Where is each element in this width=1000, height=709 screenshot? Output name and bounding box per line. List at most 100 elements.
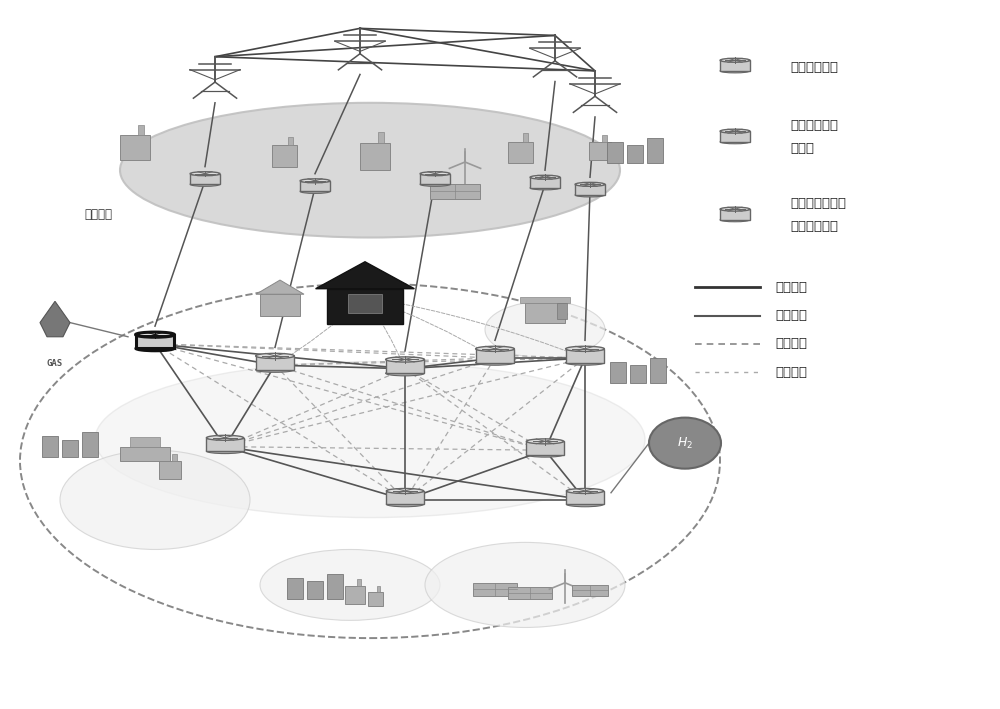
Text: 交流母线: 交流母线 [775,281,807,294]
Text: GAS: GAS [47,359,63,369]
Ellipse shape [476,346,514,352]
Bar [82,432,98,457]
Ellipse shape [575,182,605,186]
Ellipse shape [566,346,604,352]
Bar [307,581,323,599]
Polygon shape [40,301,70,337]
Bar [627,145,643,163]
Bar [602,135,607,142]
Text: 入的能量路由: 入的能量路由 [790,220,838,233]
Ellipse shape [190,182,220,186]
Bar [130,437,160,447]
Text: 能路由: 能路由 [790,142,814,155]
Ellipse shape [136,332,174,337]
Text: 交直流混合电: 交直流混合电 [790,119,838,132]
Bar [136,335,174,348]
Ellipse shape [720,69,750,73]
Text: 热水母线: 热水母线 [775,366,807,379]
Text: 直流电能路由: 直流电能路由 [790,61,838,74]
Circle shape [649,418,721,469]
Bar [720,209,750,220]
Bar [525,303,565,323]
Bar [508,142,533,163]
Ellipse shape [575,193,605,197]
Bar [120,135,150,160]
Ellipse shape [300,179,330,183]
Polygon shape [256,280,304,294]
Bar [650,358,666,383]
Bar [520,297,570,303]
Bar [327,289,403,324]
Bar [159,461,181,479]
Ellipse shape [60,450,250,549]
Text: 多种能源形式接: 多种能源形式接 [790,197,846,210]
Bar [430,184,480,199]
Ellipse shape [720,129,750,133]
Bar [345,586,365,604]
Bar [530,177,560,188]
Bar [138,125,144,135]
Bar [120,447,170,461]
Ellipse shape [420,172,450,176]
Bar [589,142,611,160]
Bar [566,349,604,363]
Text: 高压配变: 高压配变 [84,208,112,220]
Ellipse shape [566,489,604,493]
Ellipse shape [720,140,750,144]
Bar [272,145,297,167]
Ellipse shape [485,301,605,358]
Ellipse shape [566,502,604,507]
Bar [607,142,623,163]
Bar [378,133,384,143]
Ellipse shape [386,489,424,493]
Ellipse shape [300,189,330,194]
Ellipse shape [530,186,560,190]
Bar [566,491,604,504]
Ellipse shape [526,452,564,457]
Bar [206,437,244,451]
Text: 直流母线: 直流母线 [775,309,807,322]
Bar [190,174,220,184]
Ellipse shape [206,449,244,454]
Ellipse shape [190,172,220,176]
Ellipse shape [476,360,514,365]
Ellipse shape [206,435,244,440]
Bar [172,454,177,461]
Bar [386,491,424,504]
Ellipse shape [420,182,450,186]
Ellipse shape [566,360,604,365]
Text: $H_2$: $H_2$ [677,435,693,451]
Ellipse shape [425,542,625,627]
Ellipse shape [720,218,750,222]
Ellipse shape [95,362,645,518]
Bar [386,359,424,373]
Bar [522,133,528,142]
Bar [473,583,517,596]
Bar [260,294,300,316]
Bar [420,174,450,184]
Bar [630,365,646,383]
Ellipse shape [120,103,620,238]
Bar [575,184,605,195]
Bar [647,138,663,163]
Bar [476,349,514,363]
Ellipse shape [256,353,294,359]
Bar [720,60,750,71]
Bar [526,441,564,454]
Bar [557,303,567,319]
Bar [42,436,58,457]
Ellipse shape [720,207,750,211]
Bar [62,440,78,457]
Text: 通信总线: 通信总线 [775,337,807,350]
Ellipse shape [526,439,564,444]
Bar [360,143,390,170]
Bar [300,181,330,191]
Bar [348,294,382,313]
Ellipse shape [720,58,750,62]
Bar [288,137,292,145]
Bar [368,592,382,606]
Ellipse shape [386,371,424,376]
Ellipse shape [136,346,174,351]
Bar [357,579,361,586]
Ellipse shape [386,502,424,507]
